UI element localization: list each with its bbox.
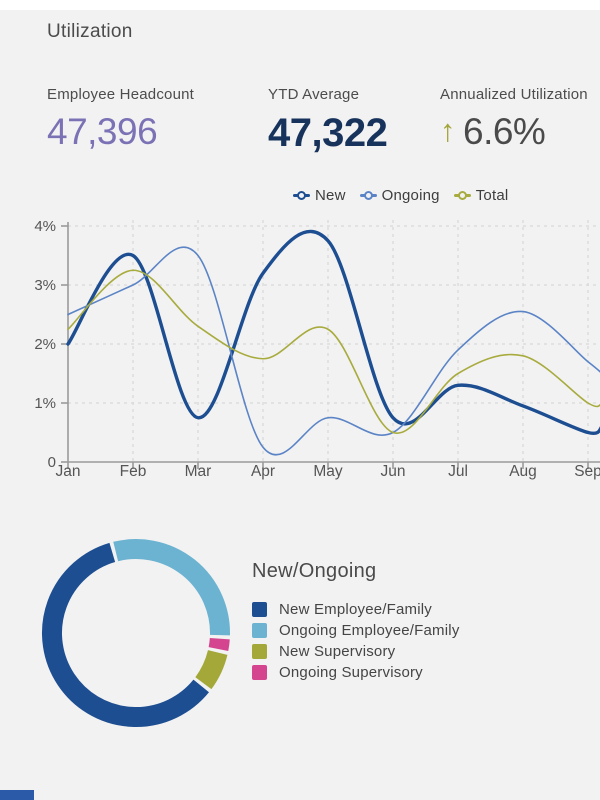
legend-item-new[interactable]: New [293, 187, 346, 204]
legend-label: New Employee/Family [279, 601, 433, 618]
y-axis-label: 3% [34, 277, 56, 294]
stat-employee-headcount: Employee Headcount 47,396 [47, 86, 194, 150]
new-ongoing-donut-chart[interactable] [36, 533, 236, 733]
x-axis-label: Jan [56, 463, 81, 480]
line-chart-legend: New Ongoing Total [293, 187, 508, 204]
y-axis-label: 2% [34, 336, 56, 353]
donut-segment-ongoing-supervisory[interactable] [208, 637, 230, 651]
y-axis-label: 0 [48, 454, 56, 471]
legend-label: New Supervisory [279, 643, 396, 660]
utilization-line-chart[interactable]: 0 1% 2% 3% 4% Jan Feb Mar Apr May Jun Jul Aug Sep [0, 212, 600, 484]
stat-value: 47,396 [47, 111, 158, 152]
donut-legend-item[interactable]: New Employee/Family [252, 599, 460, 620]
bottom-left-partial-element[interactable] [0, 790, 34, 800]
stat-ytd-average: YTD Average 47,322 [268, 86, 388, 155]
page-title: Utilization [47, 21, 133, 42]
legend-swatch [252, 602, 267, 617]
line-marker-icon [453, 191, 471, 200]
series-line-total[interactable] [67, 269, 600, 434]
stat-value: 6.6% [463, 111, 546, 152]
donut-segment-new-supervisory[interactable] [195, 649, 228, 690]
x-axis-label: Feb [120, 463, 147, 480]
series-line-new[interactable] [66, 229, 600, 435]
line-marker-icon [293, 191, 310, 200]
stat-label: Employee Headcount [47, 86, 195, 103]
x-axis-label: Jun [381, 463, 406, 480]
legend-item-ongoing[interactable]: Ongoing [359, 187, 440, 204]
stat-annualized-utilization: Annualized Utilization ↑ 6.6% [440, 86, 588, 150]
up-arrow-icon: ↑ [440, 113, 456, 148]
legend-swatch [252, 623, 267, 638]
donut-segment-new-employee-family[interactable] [42, 542, 209, 727]
x-axis-label: Mar [185, 463, 212, 480]
line-marker-icon [359, 191, 377, 200]
series-line-ongoing[interactable] [67, 246, 600, 456]
donut-legend: New Employee/Family Ongoing Employee/Fami… [252, 599, 460, 683]
y-axis-label: 1% [34, 395, 56, 412]
x-axis-label: Aug [509, 463, 537, 480]
x-axis-label: May [313, 463, 343, 480]
legend-swatch [252, 665, 267, 680]
donut-segment-ongoing-employee-family[interactable] [113, 539, 230, 636]
legend-label: Ongoing [381, 187, 440, 204]
top-bar [0, 0, 600, 10]
legend-label: New [315, 187, 346, 204]
legend-item-total[interactable]: Total [453, 187, 509, 204]
x-axis-label: Sep [574, 463, 600, 480]
stat-label: YTD Average [268, 86, 360, 103]
donut-legend-item[interactable]: Ongoing Employee/Family [252, 620, 460, 641]
donut-legend-item[interactable]: New Supervisory [252, 641, 460, 662]
x-axis-label: Jul [448, 463, 468, 480]
donut-chart-title: New/Ongoing [252, 560, 377, 582]
stat-value: 47,322 [268, 111, 388, 155]
legend-label: Total [475, 187, 509, 204]
y-axis-label: 4% [34, 218, 56, 235]
legend-swatch [252, 644, 267, 659]
legend-label: Ongoing Employee/Family [279, 622, 460, 639]
stat-label: Annualized Utilization [440, 86, 588, 103]
x-axis-label: Apr [251, 463, 275, 480]
legend-label: Ongoing Supervisory [279, 664, 423, 681]
donut-legend-item[interactable]: Ongoing Supervisory [252, 662, 460, 683]
